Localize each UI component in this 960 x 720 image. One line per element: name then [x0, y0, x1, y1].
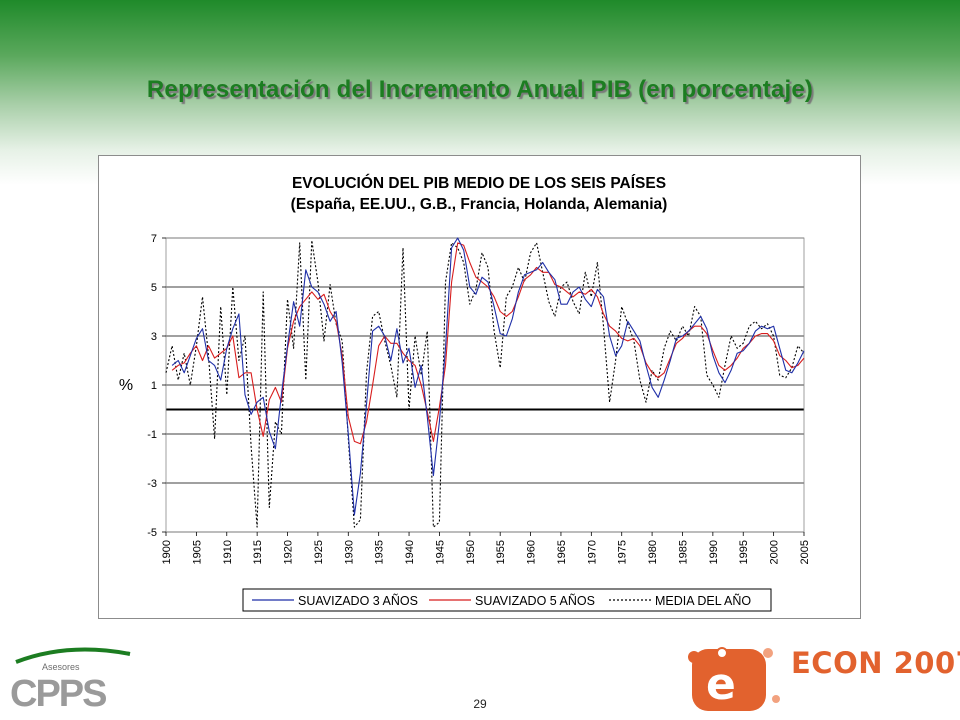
- x-tick-label: 1905: [191, 540, 203, 564]
- x-tick-label: 2005: [799, 540, 811, 564]
- y-tick-label: 5: [151, 282, 157, 294]
- y-tick-label: 3: [151, 331, 157, 343]
- x-tick-label: 1920: [283, 540, 295, 564]
- econ-logo-text: ECON 2007: [791, 646, 960, 680]
- x-tick-label: 1915: [252, 540, 264, 564]
- cpps-logo: Asesores CPPS: [8, 640, 138, 715]
- x-tick-label: 1965: [556, 540, 568, 564]
- legend-label-suavizado3: SUAVIZADO 3 AÑOS: [298, 594, 418, 608]
- x-tick-label: 1980: [647, 540, 659, 564]
- x-tick-label: 1960: [526, 540, 538, 564]
- axis-layer: 7 5 3 1 -1 -3 -5 1900 1905 1910 1915 1920 1925 1930 19…: [147, 233, 811, 564]
- x-tick-label: 1995: [738, 540, 750, 564]
- x-tick-label: 1985: [677, 540, 689, 564]
- econ-badge-letter: e: [706, 659, 736, 710]
- gdp-line-chart: EVOLUCIÓN DEL PIB MEDIO DE LOS SEIS PAÍS…: [119, 174, 811, 612]
- x-tick-label: 1945: [434, 540, 446, 564]
- legend-label-suavizado5: SUAVIZADO 5 AÑOS: [475, 594, 595, 608]
- econ-logo: e ECON 2007: [680, 641, 960, 717]
- series-layer: [165, 237, 805, 528]
- chart-title: EVOLUCIÓN DEL PIB MEDIO DE LOS SEIS PAÍS…: [292, 174, 666, 192]
- x-tick-label: 1900: [161, 540, 173, 564]
- chart-container: EVOLUCIÓN DEL PIB MEDIO DE LOS SEIS PAÍS…: [98, 155, 861, 619]
- series-line-media: [165, 239, 805, 528]
- x-tick-label: 1990: [708, 540, 720, 564]
- cpps-logo-graphic: Asesores CPPS: [10, 647, 131, 715]
- x-tick-label: 1930: [343, 540, 355, 564]
- x-tick-label: 1910: [222, 540, 234, 564]
- x-tick-label: 1970: [586, 540, 598, 564]
- x-tick-label: 1935: [374, 540, 386, 564]
- legend-label-media: MEDIA DEL AÑO: [655, 594, 751, 608]
- chart-legend: SUAVIZADO 3 AÑOS SUAVIZADO 5 AÑOS MEDIA …: [242, 588, 772, 612]
- econ-logo-badge: e: [688, 647, 780, 711]
- y-tick-label: 7: [151, 233, 157, 245]
- page-number: 29: [473, 697, 487, 711]
- x-tick-label: 1975: [617, 540, 629, 564]
- slide-title: Representación del Incremento Anual PIB …: [146, 76, 814, 103]
- x-tick-label: 1940: [404, 540, 416, 564]
- legend-box: [242, 588, 772, 612]
- y-tick-label: -1: [147, 429, 157, 441]
- y-tick-label: 1: [151, 380, 157, 392]
- x-tick-label: 2000: [769, 540, 781, 564]
- chart-subtitle: (España, EE.UU., G.B., Francia, Holanda,…: [291, 196, 668, 213]
- series-line-suavizado5: [171, 242, 805, 445]
- series-line-suavizado3: [171, 237, 805, 516]
- grid-layer: [165, 237, 805, 533]
- cpps-logo-subtitle: Asesores: [42, 662, 80, 672]
- y-axis-label: %: [119, 377, 133, 394]
- x-tick-label: 1955: [495, 540, 507, 564]
- y-tick-label: -3: [147, 478, 157, 490]
- x-tick-label: 1925: [313, 540, 325, 564]
- cpps-logo-text: CPPS: [10, 673, 106, 714]
- y-tick-label: -5: [147, 527, 157, 539]
- x-tick-label: 1950: [465, 540, 477, 564]
